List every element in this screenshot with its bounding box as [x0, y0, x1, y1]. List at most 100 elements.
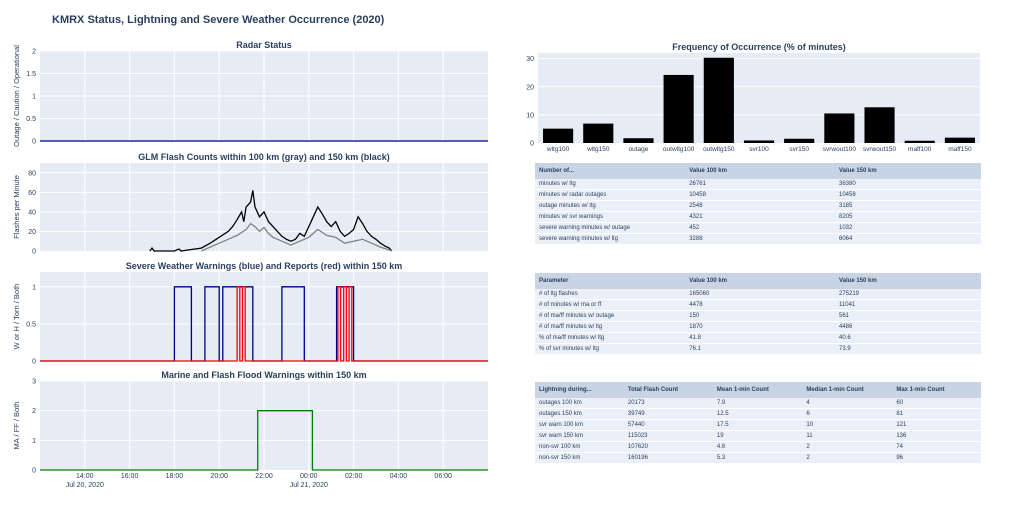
- table-cell: 4.6: [712, 441, 803, 453]
- table-row: # of minutes w/ ma or ff 4478 11041: [535, 299, 981, 311]
- glm-series-line: [149, 190, 393, 252]
- table-header-row: Lightning during... Total Flash Count Mean…: [535, 382, 981, 398]
- freq-xtick-label: maff150: [948, 146, 972, 153]
- table-cell: # of minutes w/ ma or ff: [535, 299, 686, 311]
- radar-ytick-label: 0.5: [26, 116, 36, 123]
- table-cell: minutes w/ ltg: [535, 179, 686, 190]
- table-header-cell: Value 150 km: [835, 273, 981, 289]
- table-header-cell: Mean 1-min Count: [712, 382, 803, 398]
- table-cell: 275219: [835, 289, 981, 300]
- radar-ytick-label: 1: [32, 94, 36, 101]
- table-cell: severe warning minutes w/ outage: [535, 222, 686, 234]
- table-cell: 2: [802, 452, 893, 464]
- freq-bar: [824, 113, 855, 143]
- table-cell: # of ma/ff minutes w/ ltg: [535, 321, 686, 333]
- freq-ytick-label: 10: [526, 112, 534, 119]
- table-cell: svr warn 100 km: [535, 419, 624, 431]
- severe-ytick-label: 0.5: [26, 321, 36, 328]
- table-row: minutes w/ radar outages 10458 10458: [535, 189, 981, 201]
- table-row: severe warning minutes w/ ltg 3288 6064: [535, 233, 981, 245]
- table-cell: 11: [802, 430, 893, 442]
- glm-series-line: [201, 222, 392, 252]
- table-row: # of ltg flashes 165060 275219: [535, 289, 981, 300]
- table-row: severe warning minutes w/ outage 452 1032: [535, 222, 981, 234]
- table-cell: minutes w/ svr warnings: [535, 211, 686, 223]
- table-header-row: Number of... Value 100 km Value 150 km: [535, 163, 981, 179]
- freq-bar: [944, 137, 975, 143]
- table-header-cell: Value 100 km: [685, 163, 835, 179]
- marine-xtick-label: 02:00: [345, 473, 363, 480]
- table-row: % of svr minutes w/ ltg 76.1 73.9: [535, 343, 981, 355]
- marine-xtick-label: 16:00: [121, 473, 139, 480]
- table-header-cell: Total Flash Count: [623, 382, 713, 398]
- marine-series-line: [40, 410, 488, 471]
- marine-xtick-date: Jul 21, 2020: [290, 482, 328, 489]
- table-cell: 6: [802, 408, 893, 420]
- table-cell: 17.5: [712, 419, 803, 431]
- freq-bar: [784, 138, 815, 143]
- freq-bar: [864, 107, 895, 143]
- marine-ytick-label: 1: [32, 438, 36, 445]
- table-cell: 10458: [685, 189, 835, 201]
- marine-xtick-label: 00:00: [300, 473, 318, 480]
- severe-series-line: [40, 286, 488, 362]
- table-row: svr warn 100 km 57440 17.5 10 121: [535, 419, 981, 431]
- freq-bar: [583, 123, 614, 143]
- freq-xtick-label: outwltg100: [663, 146, 695, 153]
- marine-xtick-label: 04:00: [390, 473, 408, 480]
- marine-xtick-label: 20:00: [210, 473, 228, 480]
- table-cell: 8205: [834, 211, 981, 223]
- summary-table-1: Number of... Value 100 km Value 150 km minu…: [535, 163, 981, 245]
- marine-ytick-label: 2: [32, 408, 36, 415]
- table-cell: 60: [892, 398, 981, 409]
- radar-ylabel: Outage / Caution / Operational: [12, 45, 21, 147]
- table-row: non-svr 100 km 107620 4.6 2 74: [535, 441, 981, 453]
- glm-title: GLM Flash Counts within 100 km (gray) an…: [138, 152, 390, 162]
- freq-xtick-label: maff100: [908, 146, 932, 153]
- glm-ytick-label: 60: [28, 190, 36, 197]
- marine-xtick-label: 06:00: [434, 473, 452, 480]
- table-header-cell: Number of...: [535, 163, 686, 179]
- marine-xtick-label: 22:00: [255, 473, 273, 480]
- table-cell: 96: [892, 452, 981, 464]
- table-cell: # of ltg flashes: [535, 289, 686, 300]
- table-header-cell: Lightning during...: [535, 382, 624, 398]
- table-cell: 41.8: [685, 332, 835, 344]
- table-cell: 160196: [623, 452, 713, 464]
- table-cell: 3288: [685, 233, 835, 245]
- table-cell: 7.9: [712, 398, 803, 409]
- marine-ytick-label: 0: [32, 468, 36, 475]
- table-cell: 36380: [834, 179, 981, 190]
- table-cell: 4321: [685, 211, 835, 223]
- table-cell: outage minutes w/ ltg: [535, 200, 686, 212]
- severe-title: Severe Weather Warnings (blue) and Repor…: [126, 261, 403, 271]
- marine-ylabel: MA / FF / Both: [12, 402, 21, 450]
- table-cell: 5.3: [712, 452, 803, 464]
- table-cell: 76.1: [685, 343, 835, 355]
- marine-xtick-label: 18:00: [166, 473, 184, 480]
- glm-ytick-label: 20: [28, 229, 36, 236]
- page-title: KMRX Status, Lightning and Severe Weathe…: [52, 14, 385, 26]
- freq-xtick-label: svr100: [749, 146, 769, 153]
- freq-bar: [623, 138, 654, 143]
- table-row: % of ma/ff minutes w/ ltg 41.8 40.6: [535, 332, 981, 344]
- table-cell: 121: [892, 419, 981, 431]
- summary-table-3: Lightning during... Total Flash Count Mean…: [535, 382, 981, 464]
- table-cell: non-svr 150 km: [535, 452, 624, 464]
- table-cell: non-svr 100 km: [535, 441, 624, 453]
- table-cell: 107620: [623, 441, 713, 453]
- table-cell: 12.5: [712, 408, 803, 420]
- freq-bar: [543, 128, 574, 143]
- table-header-cell: Value 150 km: [834, 163, 981, 179]
- freq-bar: [743, 140, 775, 143]
- table-cell: 136: [892, 430, 981, 442]
- table-cell: 3185: [834, 200, 981, 212]
- table-cell: 11041: [835, 299, 981, 311]
- freq-xtick-label: svr150: [789, 146, 809, 153]
- freq-xtick-label: svrwout100: [823, 146, 857, 153]
- table-header-cell: Median 1-min Count: [802, 382, 893, 398]
- table-cell: 10: [802, 419, 893, 431]
- table-cell: 1032: [834, 222, 981, 234]
- table-cell: 74: [892, 441, 981, 453]
